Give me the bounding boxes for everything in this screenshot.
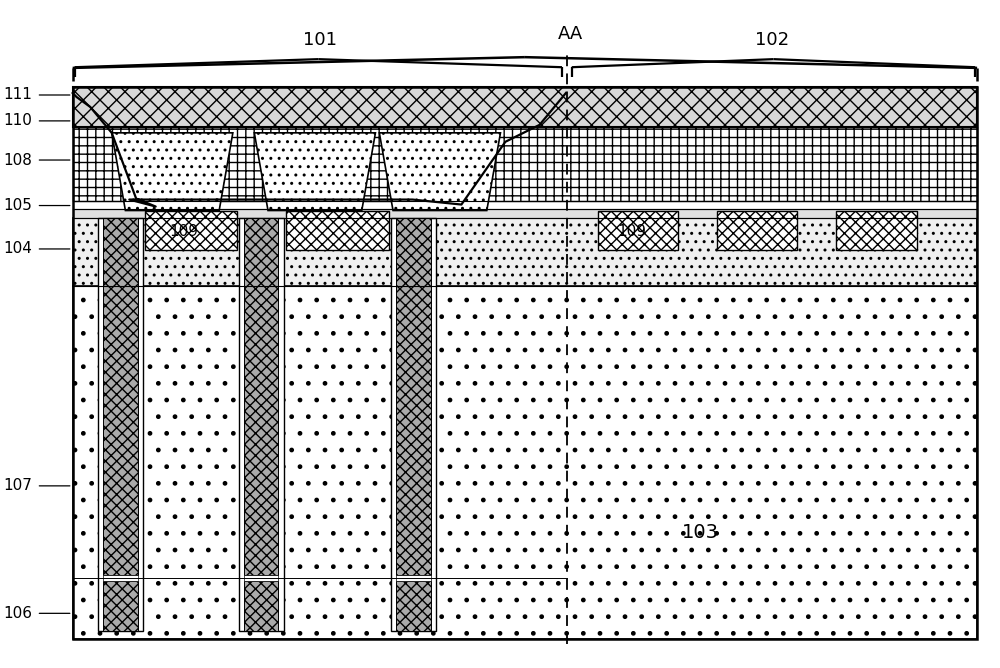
Bar [244,575,278,581]
Bar [391,218,436,631]
Polygon shape [379,133,500,210]
Bar [717,210,797,250]
Bar [73,127,977,200]
Bar [145,210,237,250]
Bar [239,218,284,631]
Bar [396,575,431,581]
Bar [73,286,977,639]
Text: 101: 101 [303,31,337,49]
Bar [244,218,278,575]
Text: 109: 109 [169,224,198,238]
Bar [396,581,431,631]
Text: 102: 102 [755,31,789,49]
Text: 105: 105 [4,198,33,213]
Text: 111: 111 [4,88,33,102]
Text: 108: 108 [4,152,33,168]
Bar [836,210,917,250]
Text: 106: 106 [4,606,33,621]
Polygon shape [112,133,233,210]
Bar [73,218,977,286]
Bar [73,87,977,639]
Bar [98,218,143,631]
Bar [103,581,138,631]
Bar [103,218,138,575]
Text: AA: AA [558,25,583,43]
Bar [73,208,977,218]
Text: 104: 104 [4,241,33,257]
Bar [286,210,389,250]
Text: 110: 110 [4,114,33,128]
Bar [396,218,431,575]
Bar [244,581,278,631]
Bar [73,87,977,127]
Bar [103,575,138,581]
Bar [598,210,678,250]
Text: 103: 103 [682,524,719,542]
Polygon shape [254,133,375,210]
Text: 109: 109 [617,224,646,238]
Text: 107: 107 [4,478,33,494]
